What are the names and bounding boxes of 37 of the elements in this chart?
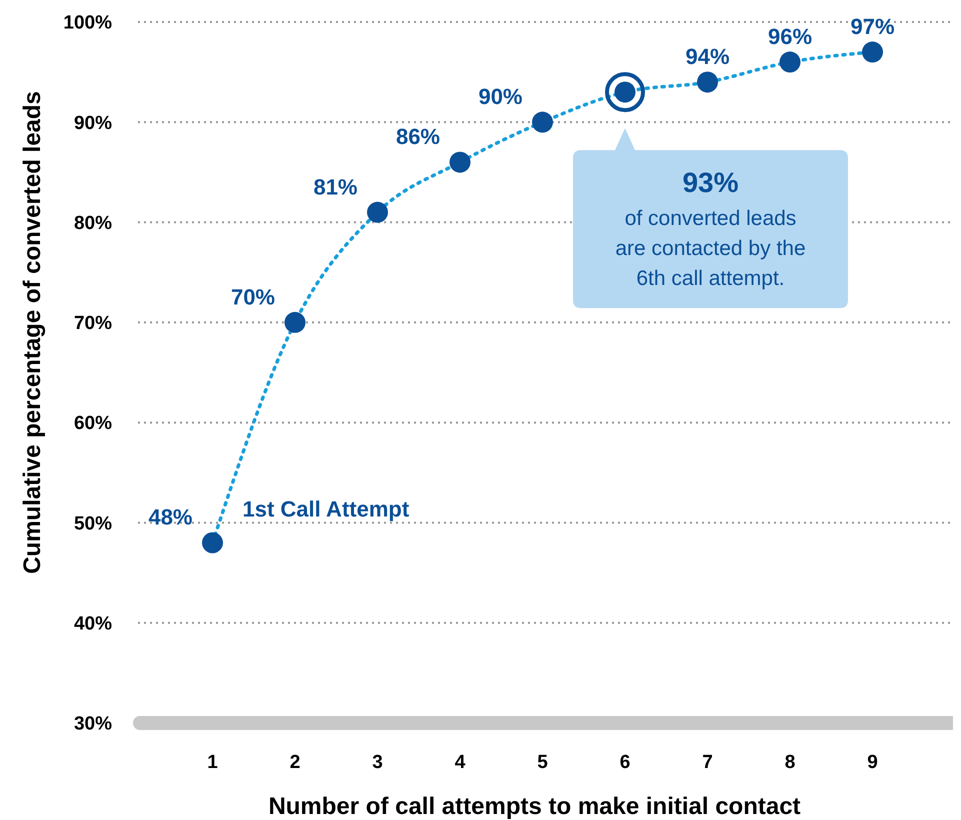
x-tick-label: 4: [454, 752, 466, 773]
annotation: 93% of converted leads are contacted by the 6th call attempt.: [615, 167, 806, 290]
y-tick-label: 100%: [63, 12, 112, 34]
y-tick-label: 50%: [74, 513, 112, 534]
y-tick-label: 60%: [74, 413, 112, 434]
data-label: 96%: [768, 24, 812, 50]
x-tick-label: 9: [867, 752, 878, 773]
y-tick-label: 30%: [74, 714, 112, 735]
point: [862, 42, 883, 63]
data-label: 86%: [396, 124, 440, 150]
x-axis-title: Number of call attempts to make initial contact: [268, 793, 801, 820]
annotation: 1st Call Attempt: [242, 496, 410, 522]
y-tick-label: 70%: [74, 313, 112, 334]
point: [202, 532, 223, 554]
data-label: 97%: [850, 14, 895, 40]
y-tick-label: 80%: [74, 212, 112, 234]
data-label: 70%: [230, 284, 275, 310]
data-label: 81%: [313, 174, 358, 200]
x-tick-label: 6: [620, 752, 630, 773]
y-tick-label: 90%: [74, 112, 112, 134]
y-axis-title: Cumulative percentage of converted leads: [19, 91, 46, 574]
point: [450, 152, 470, 173]
point: [697, 72, 718, 93]
data-label: 48%: [148, 504, 192, 530]
x-tick-label: 2: [290, 752, 300, 773]
point: [532, 112, 553, 133]
x-tick-label: 8: [784, 752, 796, 773]
point: [780, 52, 800, 73]
point: [284, 312, 306, 333]
data-label: 94%: [685, 44, 730, 70]
x-tick-label: 5: [537, 752, 548, 773]
point: [367, 202, 388, 223]
x-tick-label: 1: [207, 752, 218, 773]
x-tick-label: 7: [702, 752, 713, 773]
y-tick-label: 40%: [74, 614, 112, 635]
data-label: 90%: [478, 84, 522, 110]
x-tick-label: 3: [372, 752, 383, 773]
